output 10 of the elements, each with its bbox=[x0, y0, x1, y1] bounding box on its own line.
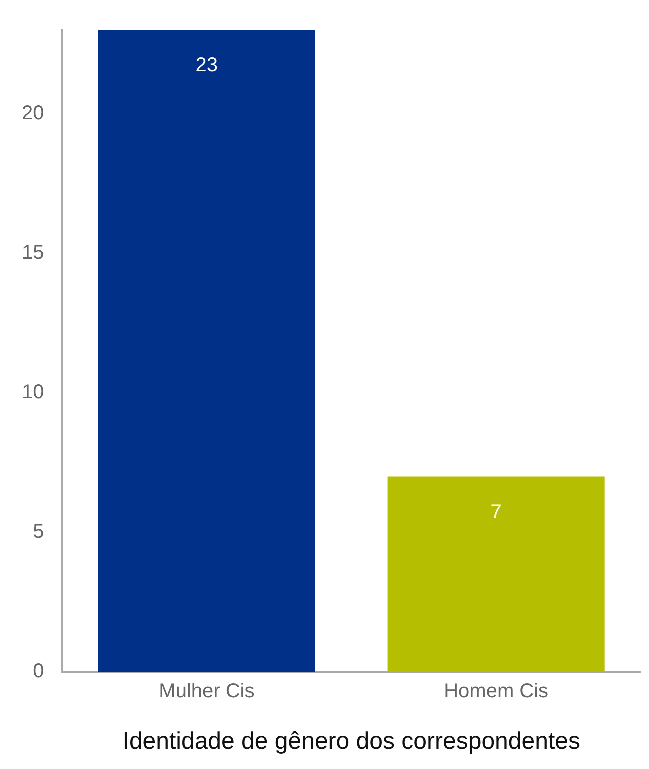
y-tick-label: 0 bbox=[33, 660, 44, 683]
data-label: 23 bbox=[196, 54, 218, 77]
y-tick-label: 5 bbox=[33, 521, 44, 544]
y-tick-label: 20 bbox=[22, 102, 44, 124]
data-label: 7 bbox=[490, 501, 502, 524]
y-tick-label: 15 bbox=[22, 242, 44, 264]
x-axis-title: Identidade de gênero dos correspondentes bbox=[122, 728, 580, 756]
y-tick-label: 10 bbox=[22, 382, 44, 404]
x-tick-label: Mulher Cis bbox=[159, 680, 255, 703]
x-tick-label: Homem Cis bbox=[444, 680, 549, 703]
